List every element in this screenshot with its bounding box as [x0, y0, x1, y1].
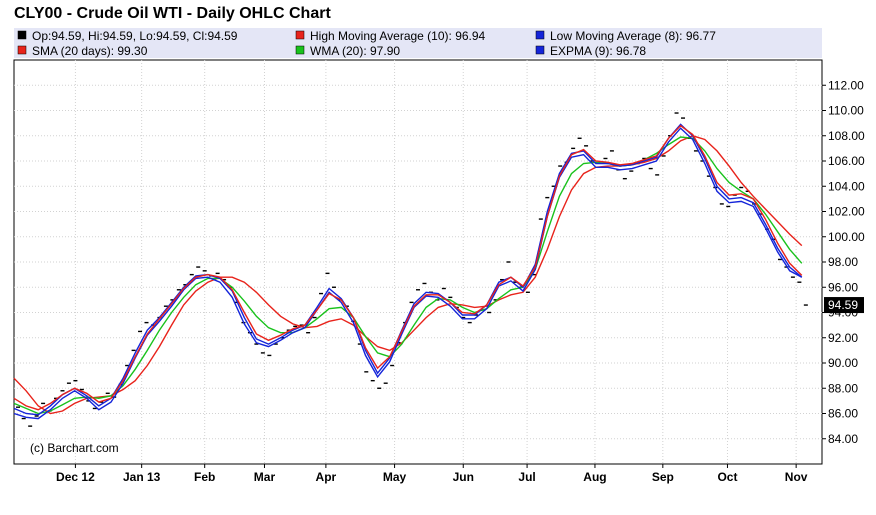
legend-swatch: [295, 45, 305, 55]
x-tick-label: Jul: [518, 470, 535, 484]
legend-swatch: [535, 45, 545, 55]
series-line: [13, 124, 803, 411]
legend-swatch: [295, 30, 305, 40]
y-tick-label: 110.00: [828, 104, 864, 118]
legend-label: WMA (20): 97.90: [310, 44, 400, 58]
legend-swatch: [17, 45, 27, 55]
y-tick-label: 102.00: [828, 205, 865, 219]
legend-label: EXPMA (9): 96.78: [550, 44, 646, 58]
legend-entry: SMA (20 days): 99.30: [17, 44, 148, 58]
x-tick-label: Jan 13: [123, 470, 161, 484]
y-tick-label: 88.00: [828, 381, 858, 395]
grid-lines: [14, 60, 822, 464]
y-tick-label: 96.00: [828, 280, 858, 294]
plot-frame: [13, 59, 823, 465]
y-tick-label: 104.00: [828, 179, 865, 193]
y-tick-label: 108.00: [828, 129, 865, 143]
y-tick-label: 92.00: [828, 331, 858, 345]
legend-entry: Low Moving Average (8): 96.77: [535, 29, 716, 43]
legend: Op:94.59, Hi:94.59, Lo:94.59, Cl:94.59 Hi…: [14, 28, 822, 58]
chart-title: CLY00 - Crude Oil WTI - Daily OHLC Chart: [14, 5, 331, 22]
x-tick-label: Jun: [453, 470, 474, 484]
legend-entry: Op:94.59, Hi:94.59, Lo:94.59, Cl:94.59: [17, 29, 238, 43]
x-tick-label: Mar: [254, 470, 276, 484]
y-tick-label: 86.00: [828, 407, 858, 421]
plot-area: [13, 59, 823, 465]
last-price-box: [824, 297, 864, 314]
x-axis: Dec 12 Jan 13 Feb Mar Apr May Jun Jul Aug Sep Oct N…: [56, 464, 808, 484]
y-tick-label: 84.00: [828, 432, 858, 446]
legend-entry: High Moving Average (10): 96.94: [295, 29, 486, 43]
x-tick-label: Oct: [717, 470, 737, 484]
y-axis: 84.0086.0088.0090.0092.0094.0096.0098.00…: [822, 78, 865, 446]
series-line: [13, 135, 803, 415]
legend-entry: EXPMA (9): 96.78: [535, 44, 646, 58]
y-tick-label: 90.00: [828, 356, 858, 370]
x-tick-label: Apr: [316, 470, 337, 484]
series-line: [13, 136, 803, 415]
credit-text: (c) Barchart.com: [30, 441, 119, 455]
legend-label: Low Moving Average (8): 96.77: [550, 29, 716, 43]
y-tick-label: 100.00: [828, 230, 865, 244]
legend-background: [14, 28, 822, 58]
x-tick-label: May: [383, 470, 407, 484]
y-tick-label: 112.00: [828, 78, 864, 92]
x-tick-label: Feb: [194, 470, 215, 484]
legend-swatch: [17, 30, 27, 40]
legend-label: Op:94.59, Hi:94.59, Lo:94.59, Cl:94.59: [32, 29, 238, 43]
x-tick-label: Dec 12: [56, 470, 95, 484]
x-tick-label: Nov: [785, 470, 808, 484]
legend-label: High Moving Average (10): 96.94: [310, 29, 486, 43]
last-price-marker: 94.59: [824, 297, 864, 314]
legend-entry: WMA (20): 97.90: [295, 44, 400, 58]
y-tick-label: 98.00: [828, 255, 858, 269]
y-tick-label: 106.00: [828, 154, 865, 168]
x-tick-label: Sep: [652, 470, 674, 484]
last-price-label: 94.59: [828, 298, 858, 312]
indicator-lines: [13, 123, 803, 420]
legend-label: SMA (20 days): 99.30: [32, 44, 148, 58]
x-tick-label: Aug: [583, 470, 606, 484]
legend-swatch: [535, 30, 545, 40]
